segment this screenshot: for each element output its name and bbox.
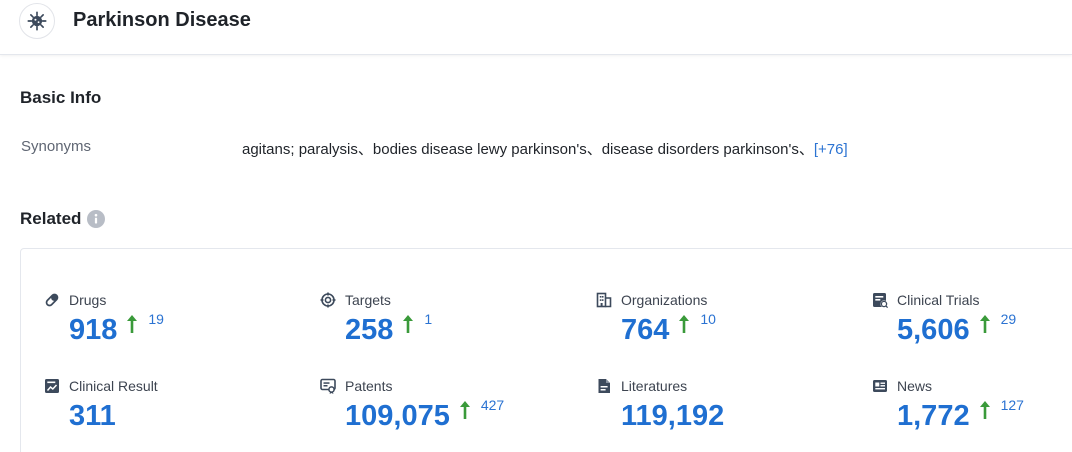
stat-value[interactable]: 109,075	[345, 398, 450, 434]
synonyms-label: Synonyms	[21, 138, 91, 155]
pill-icon	[44, 292, 60, 308]
stat-value[interactable]: 119,192	[621, 398, 724, 434]
synonyms-text: agitans; paralysis、bodies disease lewy p…	[242, 141, 814, 158]
stat-label: Clinical Result	[69, 378, 158, 394]
patent-icon	[320, 378, 336, 394]
stat-literatures: Literatures 119,192	[596, 376, 724, 434]
stat-clinical-trials: Clinical Trials 5,606 29	[872, 290, 1016, 348]
stat-news: News 1,772 127	[872, 376, 1024, 434]
arrow-up-icon	[979, 314, 991, 334]
building-icon	[596, 292, 612, 308]
stat-label: Clinical Trials	[897, 292, 979, 308]
stat-label: Drugs	[69, 292, 106, 308]
arrow-up-icon	[979, 400, 991, 420]
arrow-up-icon	[459, 400, 471, 420]
stat-value[interactable]: 258	[345, 312, 393, 348]
stat-value[interactable]: 764	[621, 312, 669, 348]
related-heading-text: Related	[20, 209, 81, 229]
stat-label: Literatures	[621, 378, 687, 394]
stat-label: News	[897, 378, 932, 394]
chart-report-icon	[44, 378, 60, 394]
stat-delta[interactable]: 427	[481, 397, 504, 413]
document-icon	[596, 378, 612, 394]
newspaper-icon	[872, 378, 888, 394]
arrow-up-icon	[126, 314, 138, 334]
page-header: Parkinson Disease	[0, 0, 1072, 55]
synonyms-value: agitans; paralysis、bodies disease lewy p…	[242, 138, 848, 159]
stat-label: Targets	[345, 292, 391, 308]
arrow-up-icon	[402, 314, 414, 334]
target-icon	[320, 292, 336, 308]
stat-delta[interactable]: 127	[1001, 397, 1024, 413]
virus-icon	[19, 3, 55, 39]
stat-patents: Patents 109,075 427	[320, 376, 504, 434]
stat-delta[interactable]: 29	[1001, 311, 1017, 327]
stat-delta[interactable]: 1	[424, 311, 432, 327]
stat-value[interactable]: 311	[69, 398, 116, 434]
stat-value[interactable]: 5,606	[897, 312, 970, 348]
stat-value[interactable]: 918	[69, 312, 117, 348]
stat-drugs: Drugs 918 19	[44, 290, 164, 348]
synonyms-more-link[interactable]: [+76]	[814, 141, 848, 158]
stat-label: Organizations	[621, 292, 707, 308]
page-title: Parkinson Disease	[73, 9, 251, 32]
arrow-up-icon	[678, 314, 690, 334]
related-heading: Related	[20, 209, 105, 229]
stat-value[interactable]: 1,772	[897, 398, 970, 434]
basic-info-heading: Basic Info	[20, 88, 101, 108]
stat-targets: Targets 258 1	[320, 290, 432, 348]
stat-organizations: Organizations 764 10	[596, 290, 716, 348]
stat-delta[interactable]: 19	[148, 311, 164, 327]
stat-label: Patents	[345, 378, 392, 394]
info-icon[interactable]	[87, 210, 105, 228]
stat-clinical-result: Clinical Result 311	[44, 376, 158, 434]
clinical-trial-icon	[872, 292, 888, 308]
stat-delta[interactable]: 10	[700, 311, 716, 327]
